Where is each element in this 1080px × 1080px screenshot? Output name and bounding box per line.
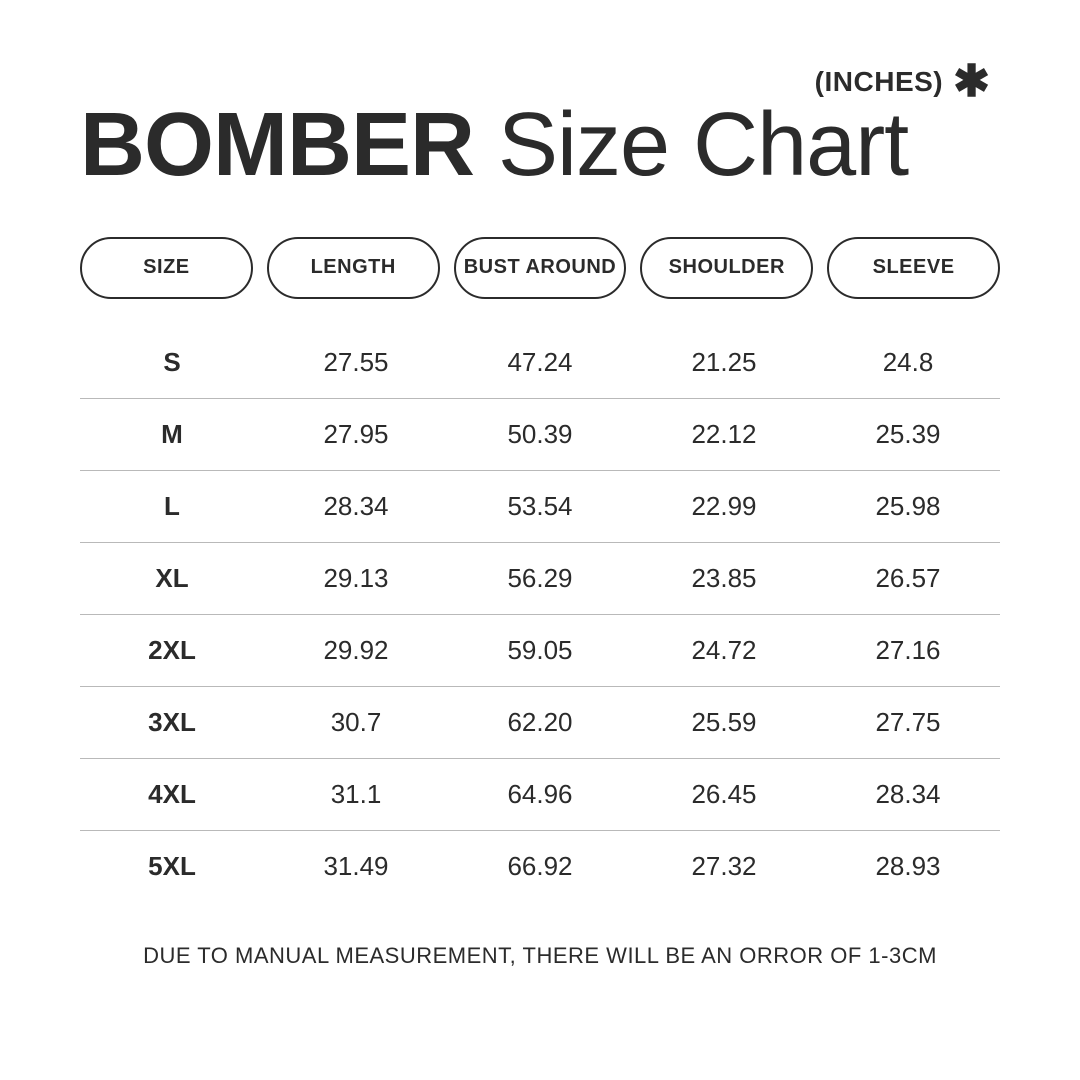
value-cell: 25.59	[632, 707, 816, 738]
title-light: Size Chart	[498, 95, 908, 195]
value-cell: 27.75	[816, 707, 1000, 738]
size-cell: M	[80, 419, 264, 450]
value-cell: 64.96	[448, 779, 632, 810]
value-cell: 30.7	[264, 707, 448, 738]
value-cell: 56.29	[448, 563, 632, 594]
size-cell: L	[80, 491, 264, 522]
value-cell: 23.85	[632, 563, 816, 594]
title-bold: BOMBER	[80, 95, 474, 195]
column-header-size: SIZE	[80, 237, 253, 299]
value-cell: 28.93	[816, 851, 1000, 882]
size-table: S27.5547.2421.2524.8M27.9550.3922.1225.3…	[80, 327, 1000, 903]
value-cell: 27.95	[264, 419, 448, 450]
table-row: 4XL31.164.9626.4528.34	[80, 759, 1000, 831]
table-row: 5XL31.4966.9227.3228.93	[80, 831, 1000, 903]
value-cell: 22.12	[632, 419, 816, 450]
value-cell: 25.98	[816, 491, 1000, 522]
size-cell: 4XL	[80, 779, 264, 810]
column-header-shoulder: SHOULDER	[640, 237, 813, 299]
size-cell: 3XL	[80, 707, 264, 738]
size-cell: S	[80, 347, 264, 378]
value-cell: 31.1	[264, 779, 448, 810]
value-cell: 26.57	[816, 563, 1000, 594]
table-row: L28.3453.5422.9925.98	[80, 471, 1000, 543]
footnote: DUE TO MANUAL MEASUREMENT, THERE WILL BE…	[80, 943, 1000, 969]
value-cell: 28.34	[264, 491, 448, 522]
value-cell: 27.16	[816, 635, 1000, 666]
size-cell: 2XL	[80, 635, 264, 666]
value-cell: 31.49	[264, 851, 448, 882]
table-row: 3XL30.762.2025.5927.75	[80, 687, 1000, 759]
size-cell: XL	[80, 563, 264, 594]
value-cell: 22.99	[632, 491, 816, 522]
table-row: 2XL29.9259.0524.7227.16	[80, 615, 1000, 687]
value-cell: 24.72	[632, 635, 816, 666]
asterisk-icon: ✱	[953, 60, 990, 104]
size-cell: 5XL	[80, 851, 264, 882]
table-row: S27.5547.2421.2524.8	[80, 327, 1000, 399]
table-row: XL29.1356.2923.8526.57	[80, 543, 1000, 615]
value-cell: 29.92	[264, 635, 448, 666]
value-cell: 66.92	[448, 851, 632, 882]
column-header-length: LENGTH	[267, 237, 440, 299]
value-cell: 59.05	[448, 635, 632, 666]
value-cell: 27.55	[264, 347, 448, 378]
column-headers: SIZE LENGTH BUST AROUND SHOULDER SLEEVE	[80, 237, 1000, 299]
table-row: M27.9550.3922.1225.39	[80, 399, 1000, 471]
value-cell: 21.25	[632, 347, 816, 378]
value-cell: 29.13	[264, 563, 448, 594]
value-cell: 26.45	[632, 779, 816, 810]
page-title: BOMBER Size Chart	[80, 98, 1000, 193]
value-cell: 28.34	[816, 779, 1000, 810]
value-cell: 47.24	[448, 347, 632, 378]
column-header-sleeve: SLEEVE	[827, 237, 1000, 299]
value-cell: 53.54	[448, 491, 632, 522]
value-cell: 62.20	[448, 707, 632, 738]
column-header-bust-around: BUST AROUND	[454, 237, 627, 299]
value-cell: 25.39	[816, 419, 1000, 450]
value-cell: 27.32	[632, 851, 816, 882]
value-cell: 24.8	[816, 347, 1000, 378]
unit-label: (INCHES)	[815, 66, 943, 98]
value-cell: 50.39	[448, 419, 632, 450]
